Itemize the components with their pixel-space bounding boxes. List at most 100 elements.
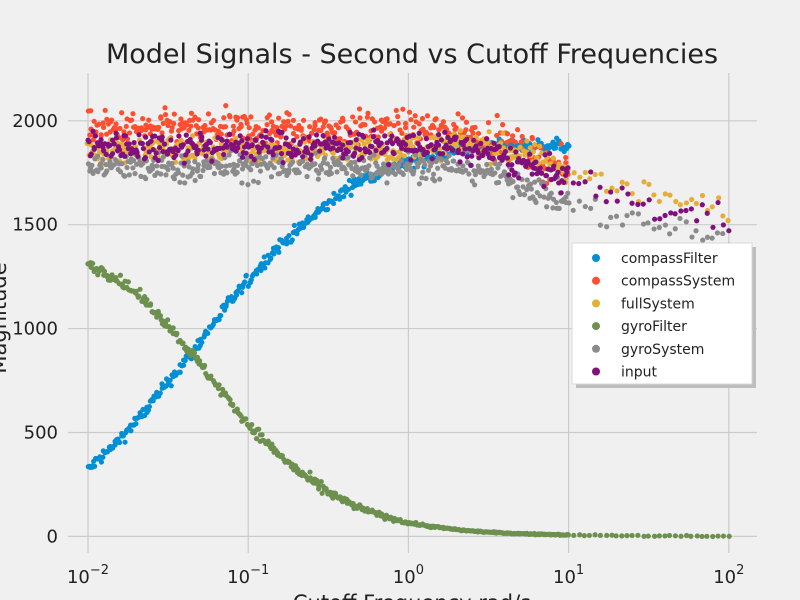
- input-point: [143, 134, 149, 140]
- compassSystem-point: [138, 127, 145, 134]
- input-point: [90, 128, 96, 134]
- compassSystem-point: [119, 110, 125, 116]
- compassSystem-point: [308, 130, 315, 136]
- compassSystem-point: [400, 106, 406, 112]
- input-point: [135, 153, 141, 159]
- input-point: [248, 153, 254, 159]
- gyroSystem-point: [316, 170, 322, 176]
- compassFilter-point: [331, 190, 337, 196]
- gyroSystem-point: [524, 177, 530, 183]
- compassSystem-point: [230, 123, 237, 129]
- gyroSystem-point: [175, 170, 182, 176]
- gyroSystem-point: [398, 158, 404, 164]
- input-point: [457, 159, 463, 165]
- input-point: [113, 135, 120, 141]
- gyroSystem-point: [608, 214, 614, 220]
- input-point: [353, 137, 359, 143]
- gyroSystem-point: [211, 170, 218, 177]
- gyroSystem-point: [254, 162, 260, 169]
- input-point: [369, 143, 375, 150]
- fullSystem-point: [348, 144, 354, 150]
- input-point: [543, 173, 550, 179]
- compassSystem-point: [463, 127, 469, 133]
- compassSystem-point: [159, 130, 165, 136]
- input-point: [185, 148, 191, 154]
- compassSystem-point: [121, 129, 127, 135]
- gyroSystem-point: [662, 222, 669, 228]
- gyroSystem-point: [492, 160, 498, 167]
- compassFilter-point: [218, 312, 224, 319]
- compassSystem-point: [281, 119, 287, 125]
- gyroSystem-point: [640, 221, 647, 227]
- fullSystem-point: [624, 181, 630, 187]
- input-point: [116, 147, 123, 153]
- chart-title: Model Signals - Second vs Cutoff Frequen…: [106, 39, 718, 70]
- gyroSystem-point: [322, 155, 328, 161]
- compassSystem-point: [283, 123, 289, 129]
- input-point: [263, 134, 269, 140]
- input-point: [183, 152, 189, 158]
- y-axis-label: Magnitude: [0, 262, 11, 373]
- input-point: [326, 136, 332, 142]
- gyroSystem-point: [192, 177, 198, 184]
- gyroSystem-point: [430, 171, 437, 177]
- fullSystem-point: [609, 185, 615, 191]
- series-gyroFilter: [85, 260, 732, 540]
- input-point: [153, 150, 159, 156]
- fullSystem-point: [720, 213, 726, 219]
- compassSystem-point: [408, 117, 414, 123]
- input-point: [436, 142, 442, 148]
- input-point: [86, 139, 92, 145]
- compassSystem-point: [514, 127, 521, 133]
- compassSystem-point: [126, 130, 133, 136]
- compassSystem-point: [192, 114, 198, 120]
- gyroFilter-point: [710, 533, 716, 540]
- x-tick-label: 101: [553, 563, 584, 588]
- input-point: [537, 165, 543, 171]
- gyroSystem-point: [143, 176, 149, 182]
- input-point: [657, 216, 663, 222]
- input-point: [619, 185, 625, 191]
- compassSystem-point: [227, 114, 233, 120]
- input-point: [582, 179, 588, 185]
- compassSystem-point: [402, 120, 409, 127]
- fullSystem-point: [550, 155, 556, 161]
- input-point: [304, 149, 311, 155]
- compassSystem-point: [384, 116, 390, 122]
- legend-label-compassSystem: compassSystem: [621, 274, 735, 290]
- input-point: [296, 150, 302, 156]
- gyroFilter-point: [641, 533, 647, 539]
- fullSystem-point: [407, 140, 414, 146]
- gyroSystem-point: [420, 169, 426, 175]
- fullSystem-point: [592, 171, 598, 178]
- x-tick-label: 10−1: [227, 563, 269, 588]
- compassSystem-point: [332, 130, 338, 136]
- fullSystem-point: [689, 196, 695, 203]
- compassSystem-point: [210, 117, 217, 124]
- input-point: [313, 132, 320, 138]
- input-point: [98, 137, 104, 143]
- gyroSystem-point: [104, 168, 110, 174]
- gyroSystem-point: [296, 169, 302, 176]
- input-point: [435, 132, 442, 138]
- compassSystem-point: [518, 139, 524, 145]
- gyroSystem-point: [290, 159, 296, 165]
- gyroSystem-point: [536, 177, 542, 183]
- fullSystem-point: [662, 191, 668, 197]
- compassFilter-point: [286, 233, 292, 239]
- gyroFilter-point: [635, 532, 641, 538]
- compassSystem-point: [117, 125, 123, 132]
- input-point: [249, 142, 255, 149]
- gyroSystem-point: [189, 170, 195, 176]
- compassSystem-point: [102, 107, 108, 113]
- series-input: [85, 127, 732, 234]
- input-point: [513, 149, 519, 155]
- gyroFilter-point: [256, 426, 262, 432]
- compassSystem-point: [244, 120, 250, 126]
- input-point: [533, 159, 539, 165]
- compassSystem-point: [431, 124, 437, 131]
- gyroSystem-point: [700, 237, 706, 243]
- input-point: [485, 145, 491, 151]
- gyroSystem-point: [352, 159, 358, 165]
- input-point: [367, 149, 373, 156]
